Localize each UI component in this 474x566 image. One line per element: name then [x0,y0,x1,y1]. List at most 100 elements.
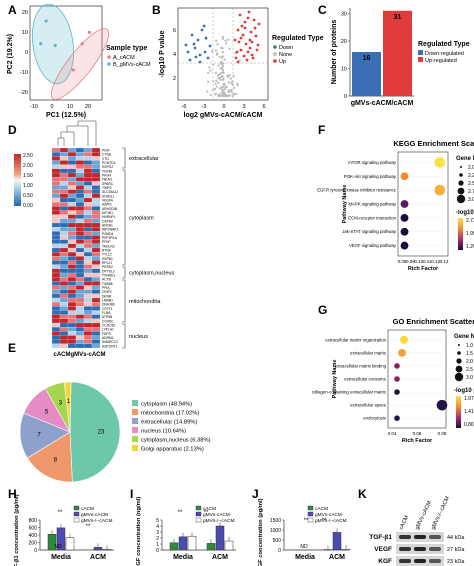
heatmap-cell [83,335,93,340]
enrich-size-label: 2.5 [466,367,473,373]
volcano-point-none [215,53,219,56]
bar-I-legend-item: gMVs-/--cACM [203,518,234,524]
bar-J-bar [332,532,342,551]
heatmap-cell [91,247,101,253]
heatmap-cell [91,193,101,199]
heatmap-gene-label: FBLN1 [102,178,112,182]
volcano-point-none [236,82,239,85]
heatmap-cell [51,189,61,194]
heatmap-scale-label: 1.50 [23,173,33,179]
heatmap-cell [83,268,93,274]
heatmap-cell [91,310,101,315]
heatmap-cell [59,281,69,286]
pie-value-label: 7 [37,432,41,438]
heatmap-cell [75,297,85,303]
volcano-point-up [239,36,243,40]
volcano-point-up [253,26,257,30]
enrich-term-label: ECM-receptor interaction [348,215,396,220]
heatmap-cell [59,310,69,315]
heatmap-cell [59,152,69,157]
bar-J-y-tick: 500 [273,538,282,544]
volcano-point-none [214,93,217,96]
enrich-point [400,227,409,236]
heatmap-cell [59,252,69,257]
enrich-size-marker [458,180,464,186]
heatmap-cell [83,235,93,240]
volcano-y-label: -log10 P value [159,30,166,77]
volcano-point-down [192,42,196,46]
volcano-point-up [242,54,246,58]
volcano-point-none [231,94,234,97]
volcano-x-tick: 0 [222,104,225,110]
heatmap-cell [83,168,93,174]
heatmap-cell [91,214,101,219]
bar-H-bar [93,547,103,551]
heatmap-cell [91,318,101,324]
heatmap-cell [91,168,101,174]
volcano-point-none [222,71,225,75]
volcano-legend-title: Regulated Type [272,35,324,42]
volcano-point-none [220,60,223,63]
heatmap-cell [51,243,61,249]
heatmap-cell [91,335,101,340]
heatmap-gene-label: ASPSCR1 [102,344,118,348]
bar-I-legend-swatch [195,517,202,523]
enrich-x-tick: 0.04 [388,431,397,436]
heatmap-cell [91,277,101,282]
pca-legend-item: B_gMVs-cACM [113,62,151,68]
enrich-size-marker [456,194,466,204]
heatmap-cell [75,339,85,344]
heatmap-cell [75,218,85,224]
pca-ellipse-b [32,3,74,85]
heatmap-cell [67,235,77,240]
enrich-term-label: PI3K-Akt signaling pathway [344,174,397,179]
volcano-point-none [226,74,229,77]
volcano-point-none [223,91,226,94]
heatmap-gene-label: COX6C [102,319,114,323]
heatmap-cell [91,202,101,207]
heatmap-cell [59,339,69,344]
volcano-point-up [250,53,254,57]
pie-legend-item: cytoplasm (48.94%) [141,402,192,408]
volcano-point-none [221,66,224,69]
bar-c-legend-title: Regulated Type [418,41,470,48]
volcano-point-up [246,50,250,54]
pca-x-tick: -10 [30,104,38,110]
enrich-size-marker [460,166,462,168]
heatmap-cell [51,293,61,299]
heatmap-cell [75,214,85,219]
enrich-term-label: EGFR tyrosine kinase inhibitor resistanc… [317,188,396,193]
heatmap-cell [83,302,93,307]
heatmap-cell [67,202,77,207]
pie-slice-1 [26,431,73,483]
volcano-point-none [220,76,223,79]
heatmap-cell [67,210,77,215]
volcano-point-none [219,78,222,81]
enrich-y-label: Pathway Name [342,185,348,224]
enrich-F-title: KEGG Enrichment Scatter Plot [393,139,474,148]
enrich-point [434,184,446,196]
enrich-point [400,335,408,344]
volcano-point-none [215,85,218,88]
heatmap-gene-label: LYPLA1 [102,328,114,332]
heatmap-cell [51,318,61,324]
heatmap-cell [51,164,61,169]
heatmap-cell [51,331,61,336]
nd-label: ND [54,544,62,550]
heatmap-cell [51,156,61,161]
pie-legend-swatch [132,445,138,451]
heatmap-cell [67,181,77,186]
blot-row-label: TGF-β1 [369,534,392,541]
bar-c-y-tick: 30 [341,12,347,18]
heatmap-gene-label: ADRM1 [102,336,114,340]
heatmap-cell [51,310,61,315]
volcano-point-none [218,55,221,58]
volcano-point-up [233,38,237,42]
heatmap-cell [83,156,93,161]
volcano-point-up [235,50,239,54]
heatmap-cell [59,289,69,294]
heatmap-gene-label: DNAJB6 [102,303,115,307]
bar-I-y-tick: 3 [156,530,159,536]
heatmap-cell [91,243,101,249]
heatmap-cell [75,185,85,190]
